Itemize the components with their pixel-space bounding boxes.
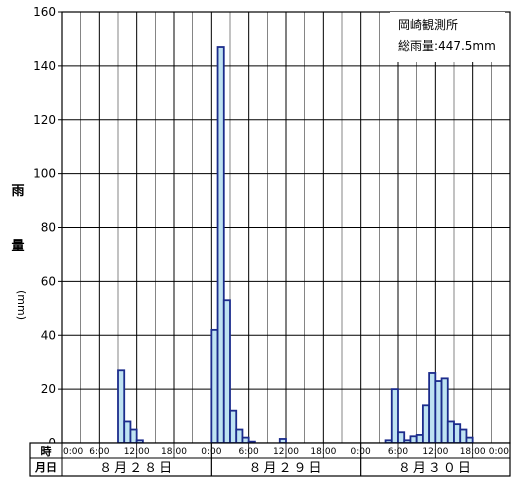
y-label-part: (mm) xyxy=(15,290,28,320)
rain-bar xyxy=(440,377,449,444)
rain-bar xyxy=(117,369,126,444)
y-tick-label: 20 xyxy=(41,382,56,396)
rain-bar xyxy=(241,436,250,444)
rain-bar xyxy=(222,299,231,444)
rain-bar xyxy=(459,428,468,444)
annotation-box: 岡崎観測所 総雨量:447.5mm xyxy=(390,12,505,62)
rain-bar xyxy=(446,420,455,444)
hour-tick-label: 18:00 xyxy=(161,447,187,457)
rain-bar xyxy=(409,435,418,444)
y-tick-label: 40 xyxy=(41,328,56,342)
hour-tick-label: 18:00 xyxy=(460,447,486,457)
y-tick-label: 160 xyxy=(33,5,56,19)
rain-bar xyxy=(129,428,138,444)
rain-bar xyxy=(453,423,462,444)
hour-tick-label: 12:00 xyxy=(124,447,150,457)
y-label-part: 量 xyxy=(11,239,24,254)
rain-bars xyxy=(117,46,474,444)
y-axis: 020406080100120140160 xyxy=(33,5,62,450)
hour-tick-label: 6:00 xyxy=(239,447,259,457)
rain-bar xyxy=(415,434,424,444)
y-tick-label: 60 xyxy=(41,274,56,288)
rain-bar xyxy=(434,380,443,444)
rain-bar xyxy=(465,436,474,444)
hour-tick-label: 12:00 xyxy=(273,447,299,457)
total-label: 総雨量 xyxy=(398,39,434,53)
hour-tick-label: 0:00 xyxy=(63,447,83,457)
date-row-label: 月日 xyxy=(34,461,57,474)
station-name: 岡崎観測所 xyxy=(398,18,458,32)
rain-bar xyxy=(229,409,238,444)
rain-bar xyxy=(428,372,437,444)
rain-bar xyxy=(216,46,225,444)
y-label-part: 雨 xyxy=(11,184,24,199)
rain-bar xyxy=(235,428,244,444)
date-label: ８月２９日 xyxy=(248,461,323,476)
y-tick-label: 120 xyxy=(33,113,56,127)
y-tick-label: 140 xyxy=(33,59,56,73)
y-tick-label: 100 xyxy=(33,167,56,181)
rain-bar xyxy=(421,404,431,444)
hour-tick-label: 18:00 xyxy=(310,447,336,457)
rain-bar xyxy=(123,420,132,444)
hour-row-label: 時 xyxy=(41,444,52,458)
total-value: 447.5mm xyxy=(438,39,496,53)
hour-tick-label: 0:00 xyxy=(489,447,509,457)
y-axis-label: 雨量 (mm) xyxy=(11,184,28,320)
rain-bar xyxy=(278,438,287,444)
total-rainfall: 総雨量:447.5mm xyxy=(398,39,496,53)
hour-tick-label: 6:00 xyxy=(388,447,408,457)
hour-tick-label: 6:00 xyxy=(89,447,109,457)
table-frame xyxy=(29,442,511,477)
rain-bar xyxy=(210,328,219,444)
chart-grid xyxy=(61,11,511,444)
rain-bar xyxy=(397,431,406,444)
y-tick-label: 80 xyxy=(41,221,56,235)
hour-tick-label: 12:00 xyxy=(422,447,448,457)
rain-bar xyxy=(390,388,399,444)
date-label: ８月２８日 xyxy=(99,461,174,476)
date-label: ８月３０日 xyxy=(398,461,473,476)
